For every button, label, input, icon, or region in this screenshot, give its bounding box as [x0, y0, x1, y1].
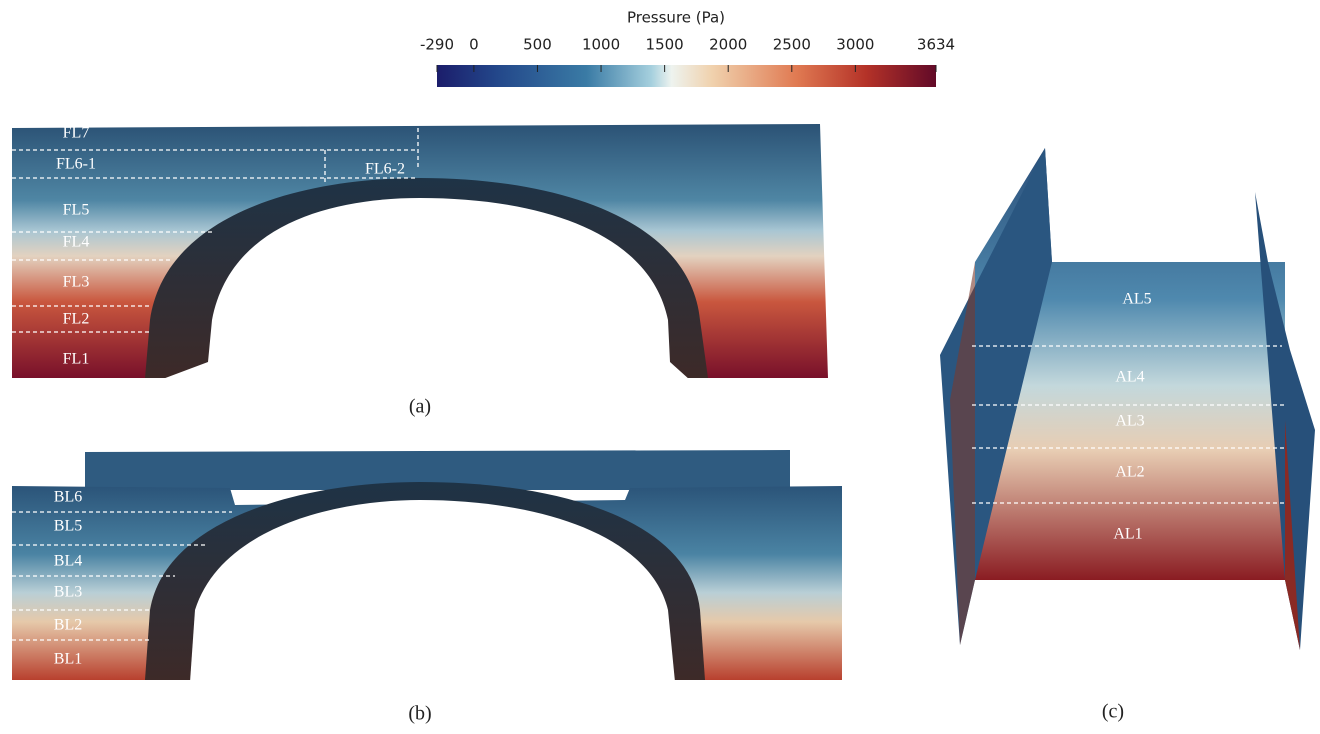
zone-label: FL2 [63, 311, 90, 328]
colorbar-tick-label: 1000 [582, 36, 620, 54]
zone-label: AL3 [1115, 413, 1144, 430]
zone-label: AL1 [1113, 526, 1142, 543]
zone-label: FL6-2 [365, 161, 405, 178]
colorbar-tick-label: 3634 [917, 36, 955, 54]
colorbar-tick-label: -290 [420, 36, 454, 54]
zone-label: FL1 [63, 351, 90, 368]
colorbar-tick-label: 2000 [709, 36, 747, 54]
zone-label: FL7 [63, 125, 90, 142]
zone-label: BL4 [54, 553, 82, 570]
zone-label: BL2 [54, 617, 82, 634]
zone-label: BL5 [54, 518, 82, 535]
colorbar-tick-label: 500 [523, 36, 552, 54]
figure: Pressure (Pa) -290 0 500 1000 1500 2000 2500 300… [0, 0, 1320, 734]
zone-label: BL6 [54, 489, 82, 506]
panel-caption: (a) [409, 396, 431, 418]
zone-label: AL4 [1115, 369, 1144, 386]
colorbar-tick-label: 2500 [773, 36, 811, 54]
colorbar [437, 65, 936, 87]
panel-a [12, 124, 828, 380]
zone-label: FL3 [63, 274, 90, 291]
colorbar-tick-label: 0 [469, 36, 479, 54]
colorbar-tick-label: 1500 [646, 36, 684, 54]
zone-label: AL2 [1115, 464, 1144, 481]
zone-label: BL1 [54, 651, 82, 668]
panel-caption: (c) [1102, 701, 1124, 723]
zone-label: AL5 [1122, 291, 1151, 308]
zone-label: FL4 [63, 234, 90, 251]
colorbar-tick-label: 3000 [836, 36, 874, 54]
zone-label: BL3 [54, 584, 82, 601]
panel-b [12, 450, 842, 682]
zone-label: FL5 [63, 202, 90, 219]
panel-caption: (b) [408, 703, 431, 725]
colorbar-title: Pressure (Pa) [627, 9, 725, 27]
zone-label: FL6-1 [56, 156, 96, 173]
panel-c [940, 148, 1315, 650]
